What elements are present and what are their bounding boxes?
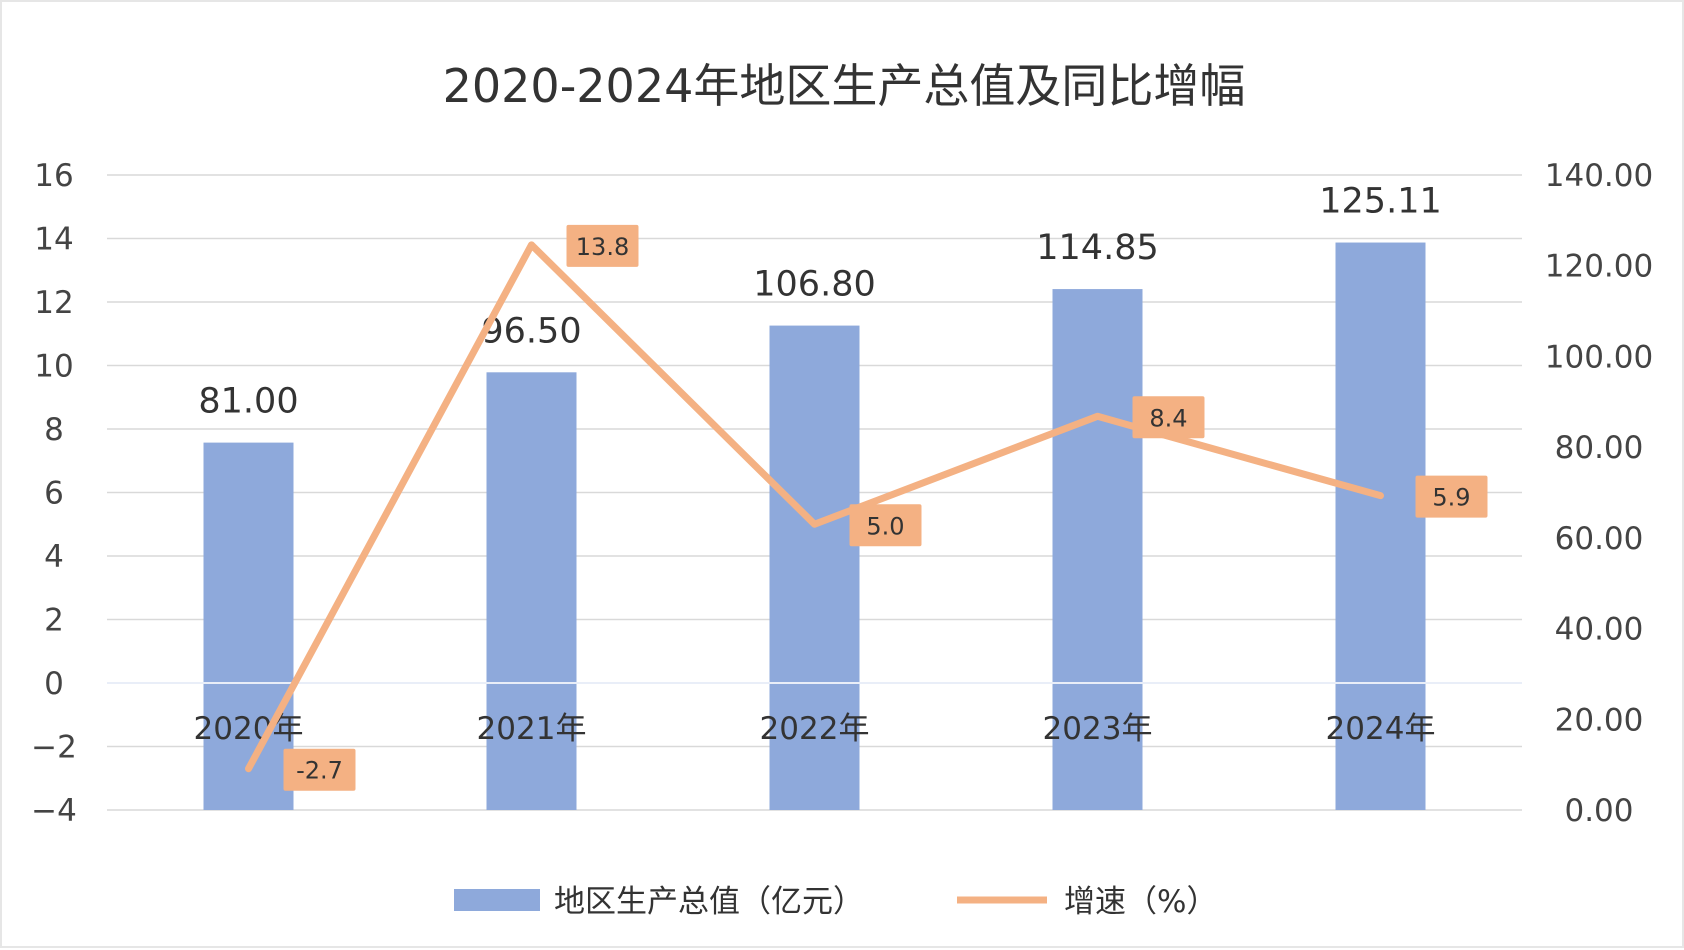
left-tick-label: 8 xyxy=(44,412,64,448)
category-label: 2024年 xyxy=(1326,711,1436,747)
bar xyxy=(769,325,860,810)
bar-value-label: 125.11 xyxy=(1319,182,1441,222)
category-labels: 2020年 2021年 2022年 2023年 2024年 xyxy=(194,711,1436,747)
line-value-label-box xyxy=(849,504,922,547)
left-tick-label: 12 xyxy=(34,285,73,321)
right-tick-label: 60.00 xyxy=(1555,521,1644,557)
right-tick-label: 80.00 xyxy=(1555,430,1644,466)
line-value-label: 5.0 xyxy=(866,512,904,540)
category-label: 2021年 xyxy=(477,711,587,747)
left-tick-label: 6 xyxy=(44,476,64,512)
right-tick-label: 120.00 xyxy=(1545,249,1653,285)
line-value-label-box xyxy=(566,224,639,267)
legend-bar-label: 地区生产总值（亿元） xyxy=(554,884,864,920)
category-label: 2020年 xyxy=(194,711,304,747)
bar xyxy=(203,442,294,810)
left-tick-label: 16 xyxy=(34,158,73,194)
chart-title: 2020-2024年地区生产总值及同比增幅 xyxy=(443,59,1246,113)
category-label: 2022年 xyxy=(760,711,870,747)
legend-bar-swatch xyxy=(454,889,540,911)
left-axis-ticks: 16 14 12 10 8 6 4 2 0 −2 −4 xyxy=(31,158,77,829)
category-label: 2023年 xyxy=(1043,711,1153,747)
left-tick-label: −4 xyxy=(31,793,77,829)
left-tick-label: 14 xyxy=(34,222,73,258)
bar xyxy=(486,372,577,810)
bar-series: 81.00 96.50 106.80 114.85 125.11 xyxy=(107,182,1522,810)
line-value-label-box xyxy=(1415,475,1488,518)
line-value-label-box xyxy=(1132,396,1205,439)
bar-value-label: 114.85 xyxy=(1036,228,1158,268)
right-tick-label: 100.00 xyxy=(1545,339,1653,375)
left-tick-label: 4 xyxy=(44,539,64,575)
left-tick-label: 2 xyxy=(44,603,64,639)
legend: 地区生产总值（亿元） 增速（%） xyxy=(454,884,1217,920)
left-tick-label: −2 xyxy=(31,730,77,766)
bar xyxy=(1052,289,1143,810)
line-value-label: 8.4 xyxy=(1149,404,1187,432)
left-tick-label: 0 xyxy=(44,666,64,702)
right-tick-label: 20.00 xyxy=(1555,702,1644,738)
bar-value-label: 106.80 xyxy=(753,265,875,305)
right-tick-label: 140.00 xyxy=(1545,158,1653,194)
line-value-label: -2.7 xyxy=(296,757,343,785)
bar xyxy=(1335,242,1426,810)
right-axis-ticks: 140.00 120.00 100.00 80.00 60.00 40.00 20.00 0.… xyxy=(1545,158,1653,829)
line-value-label: 5.9 xyxy=(1432,484,1470,512)
growth-line xyxy=(245,241,1384,773)
left-tick-label: 10 xyxy=(34,349,73,385)
line-value-label: 13.8 xyxy=(576,233,629,261)
legend-line-label: 增速（%） xyxy=(1064,884,1217,920)
bar-value-label: 81.00 xyxy=(198,382,298,422)
right-tick-label: 0.00 xyxy=(1564,793,1633,829)
right-tick-label: 40.00 xyxy=(1555,612,1644,648)
line-series: -2.7 13.8 5.0 8.4 5.9 xyxy=(245,224,1488,791)
bar-value-label: 96.50 xyxy=(481,311,581,351)
line-value-label-box xyxy=(283,748,356,791)
